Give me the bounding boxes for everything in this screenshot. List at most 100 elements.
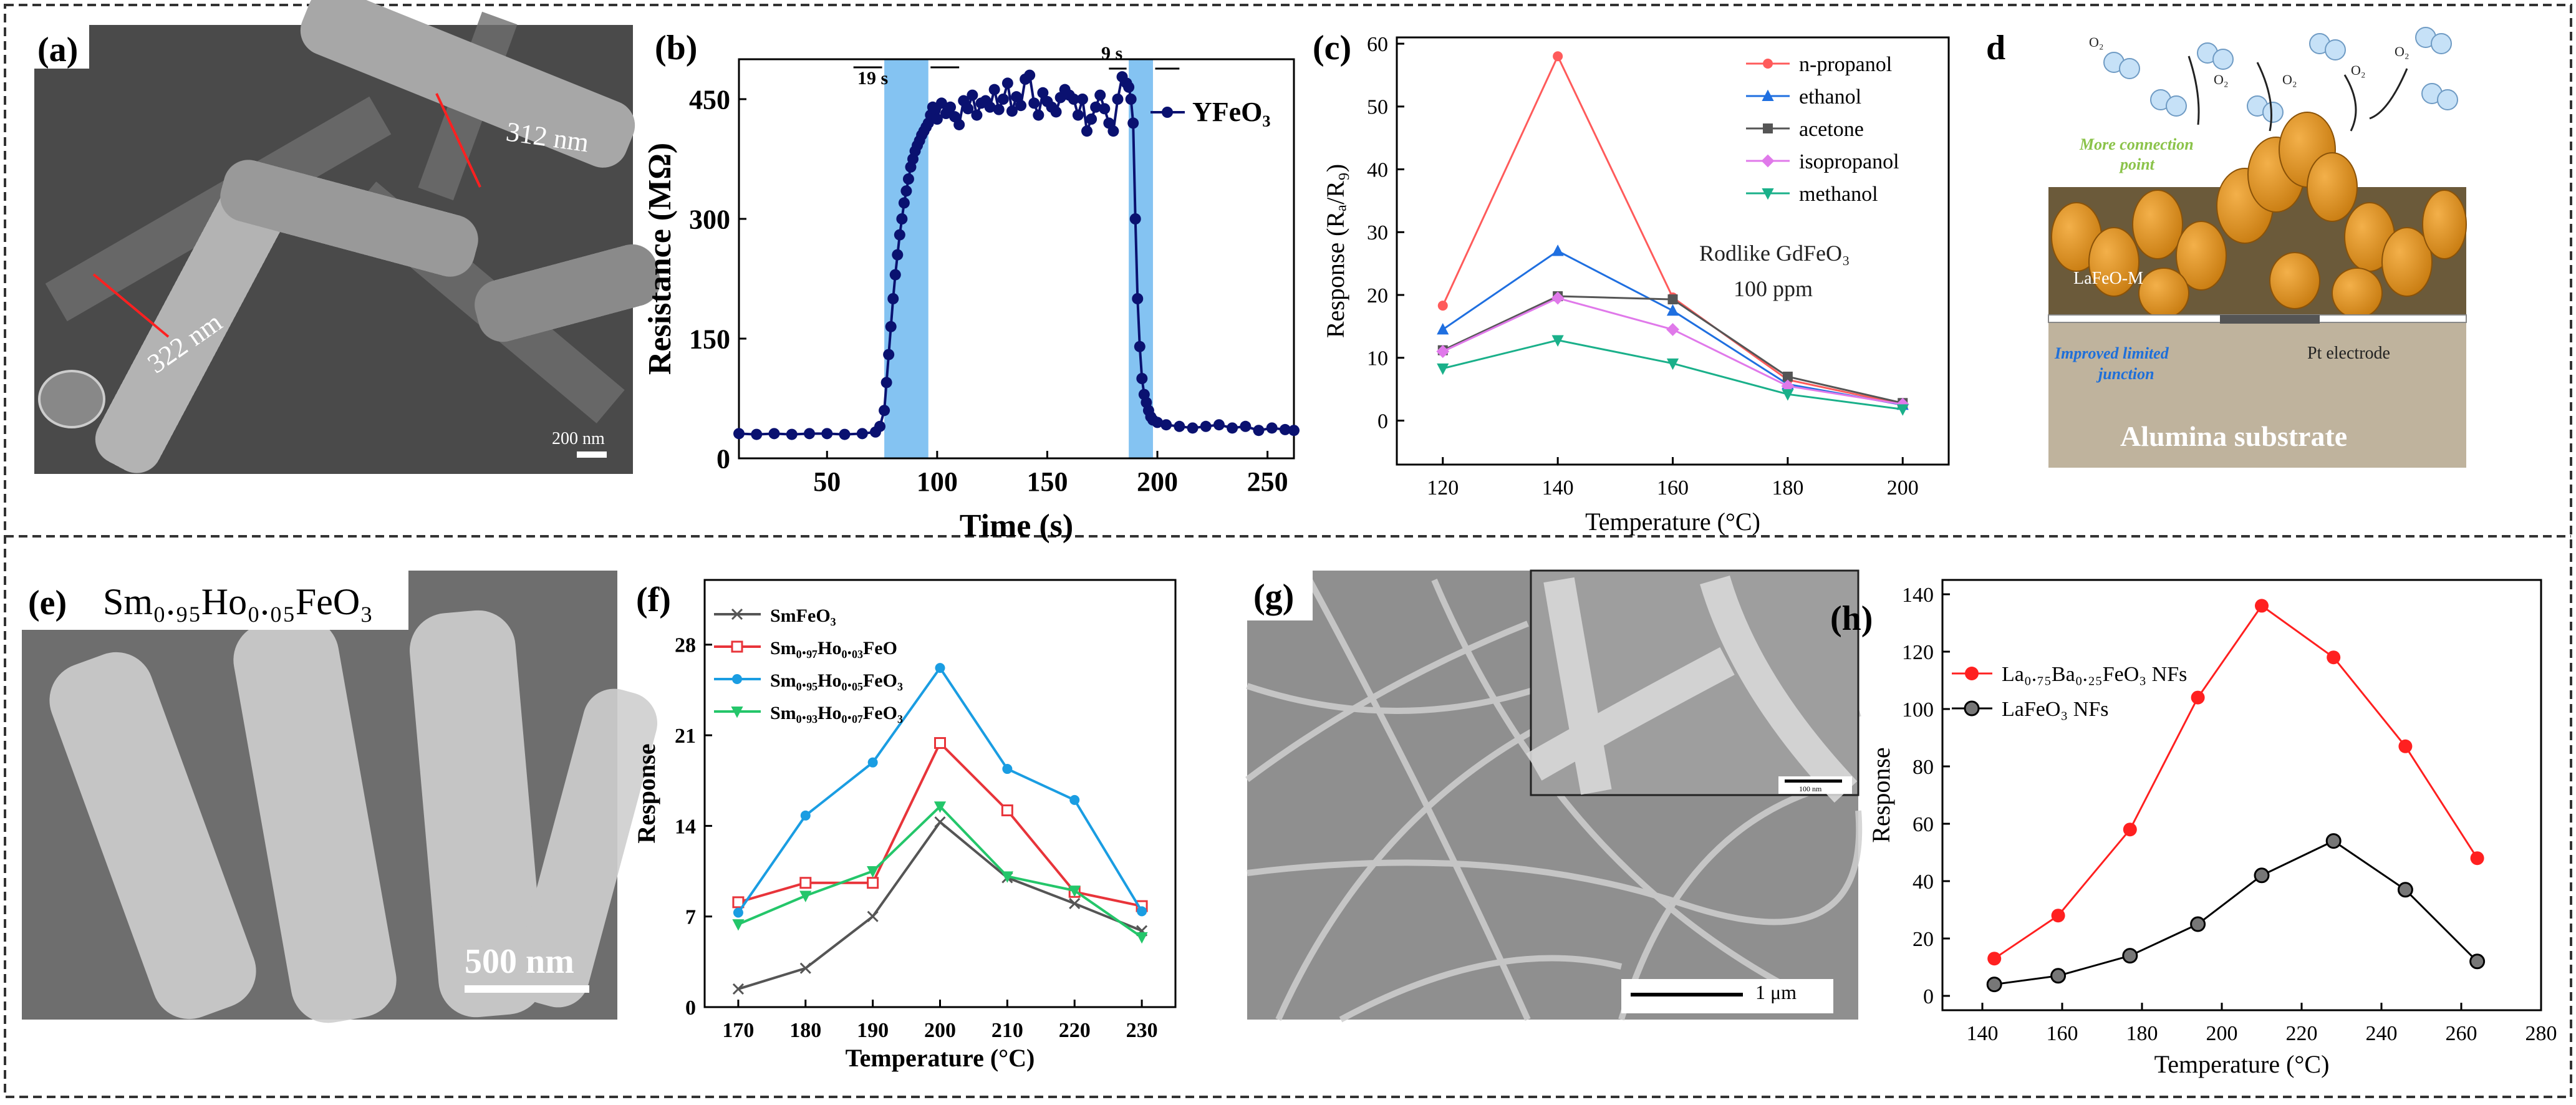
- y-tick-label: 140: [1902, 584, 1934, 607]
- legend-marker: [732, 674, 742, 684]
- o2-label-5: O₂: [2395, 44, 2410, 59]
- data-point: [2123, 823, 2137, 837]
- data-point: [1152, 417, 1164, 428]
- legend-label: n-propanol: [1799, 53, 1892, 76]
- data-point: [1437, 363, 1449, 375]
- data-point: [1125, 94, 1137, 105]
- data-point: [867, 910, 879, 922]
- data-point: [799, 962, 811, 974]
- legend-label: SmFeO₃: [770, 606, 836, 626]
- data-point: [1227, 422, 1238, 434]
- series-line-h: [1994, 604, 2478, 960]
- scalebar-g: [1631, 993, 1743, 996]
- panel-g-label: (g): [1253, 577, 1294, 616]
- data-point: [1437, 301, 1448, 311]
- data-point: [883, 349, 895, 360]
- data-point: [1127, 117, 1139, 129]
- data-point: [1160, 419, 1172, 431]
- data-point: [1069, 897, 1081, 910]
- legend-label: Sm₀.₉₃Ho₀.₀₇FeO₃: [770, 703, 903, 723]
- data-point: [1068, 885, 1081, 897]
- data-point: [733, 428, 745, 440]
- data-point: [874, 420, 886, 432]
- annot-19s: 19 s: [857, 68, 888, 89]
- data-point: [902, 173, 914, 185]
- data-point: [1666, 304, 1679, 316]
- data-point: [786, 428, 798, 440]
- data-point: [1006, 105, 1018, 117]
- x-tick-label: 200: [924, 1019, 956, 1042]
- data-point: [2327, 650, 2341, 665]
- x-tick-label: 160: [2047, 1022, 2078, 1045]
- plot-frame: [1941, 579, 2542, 1011]
- x-tick-label: 180: [789, 1019, 821, 1042]
- data-point: [1436, 345, 1450, 359]
- data-point: [1782, 389, 1794, 401]
- legend-label: acetone: [1799, 118, 1864, 141]
- data-point: [1134, 340, 1146, 352]
- data-point: [1187, 422, 1199, 434]
- data-point: [1551, 335, 1564, 347]
- data-point: [887, 293, 899, 304]
- x-tick-label: 140: [1967, 1022, 1999, 1045]
- y-axis-label: Response: [1867, 747, 1895, 842]
- data-point: [1137, 906, 1147, 917]
- x-tick-label: 50: [813, 466, 841, 497]
- data-point: [799, 890, 812, 902]
- panel-c-label: (c): [1313, 29, 1351, 67]
- data-point: [768, 428, 780, 440]
- data-point: [732, 983, 744, 995]
- x-tick-label: 260: [2446, 1022, 2477, 1045]
- legend-marker: [1162, 107, 1173, 118]
- data-point: [732, 919, 745, 931]
- series-line-h: [1994, 839, 2478, 986]
- y-axis-label: Response (Rₐ/R₉): [1321, 164, 1349, 338]
- figure-border: [4, 4, 2572, 1098]
- x-tick-label: 100: [917, 466, 958, 497]
- data-point: [1081, 125, 1093, 137]
- data-point: [879, 405, 890, 417]
- alumina-label: Alumina substrate: [2120, 420, 2347, 452]
- scalebar-e: [465, 985, 589, 993]
- x-tick-label: 230: [1126, 1019, 1158, 1042]
- chart-c-note-material: Rodlike GdFeO₃: [1699, 241, 1850, 266]
- legend-label: Sm₀.₉₅Ho₀.₀₅FeO₃: [770, 670, 903, 691]
- alumina-substrate: [2048, 321, 2466, 468]
- legend-label: ethanol: [1799, 85, 1861, 109]
- x-axis-label: Temperature (°C): [1585, 508, 1760, 536]
- y-tick-label: 50: [1367, 96, 1388, 119]
- data-point: [1072, 109, 1084, 121]
- data-point: [1132, 293, 1144, 304]
- y-tick-label: 14: [675, 815, 696, 838]
- x-tick-label: 220: [1059, 1019, 1091, 1042]
- data-point: [896, 213, 908, 224]
- pt-electrode-label: Pt electrode: [2307, 344, 2390, 363]
- data-point: [997, 94, 1009, 105]
- scalebar-label-1um: 1 μm: [1755, 981, 1797, 1003]
- legend-marker: [731, 640, 743, 653]
- data-point: [2122, 948, 2138, 964]
- chart-f: 170 180 190 200 210 220 230 0 7 14 21 28 Temperature…: [632, 579, 1177, 1072]
- data-point: [751, 428, 763, 440]
- y-tick-label: 40: [1913, 871, 1934, 894]
- data-point: [1050, 106, 1062, 118]
- annot-9s: 9 s: [1101, 43, 1122, 64]
- data-point: [2050, 968, 2067, 984]
- legend-label: La₀.₇₅Ba₀.₂₅FeO₃ NFs: [2002, 663, 2187, 686]
- data-point: [867, 757, 878, 768]
- chart-b: 50 100 150 200 250 0 150 300 450 Time (s) Resistan…: [642, 58, 1300, 544]
- data-point: [1001, 804, 1013, 816]
- plot-frame: [1396, 36, 1950, 466]
- data-point: [1028, 97, 1040, 109]
- legend-marker: [1763, 59, 1773, 69]
- y-tick-label: 0: [685, 996, 696, 1020]
- x-tick-label: 200: [1137, 466, 1178, 497]
- y-tick-label: 100: [1902, 698, 1934, 721]
- data-point: [1129, 213, 1141, 224]
- y-tick-label: 30: [1367, 221, 1388, 244]
- panel-f-label: (f): [636, 581, 671, 619]
- legend-label-yfeo3: YFeO₃: [1192, 97, 1271, 127]
- legend-label: methanol: [1799, 183, 1878, 206]
- data-point: [1213, 419, 1225, 431]
- data-point: [1094, 89, 1106, 101]
